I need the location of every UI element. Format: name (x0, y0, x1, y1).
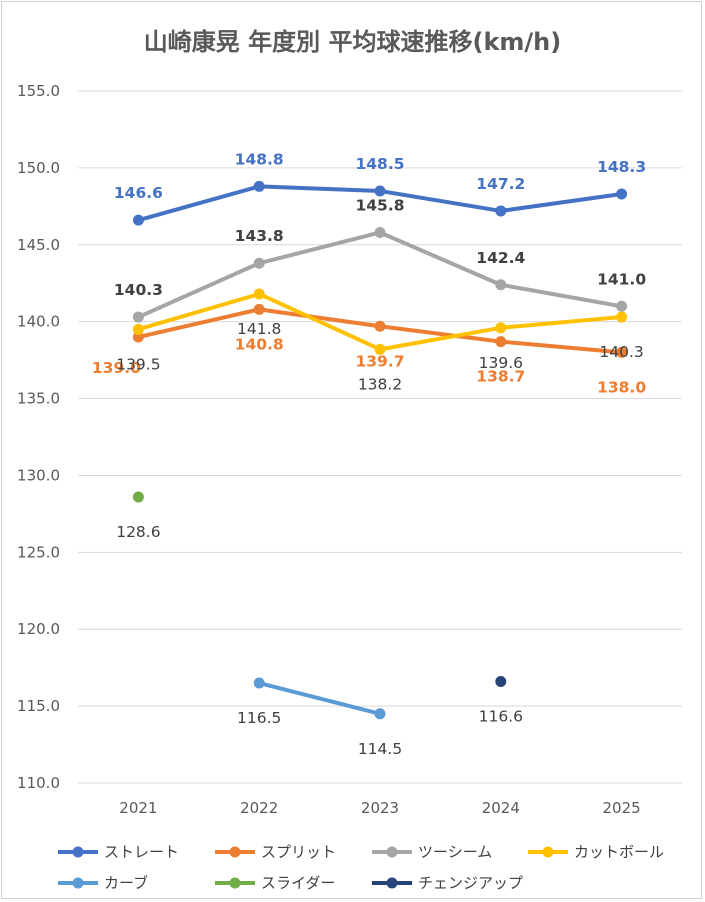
y-tick-label: 115.0 (17, 697, 60, 715)
data-label: 148.3 (597, 158, 646, 176)
series-line-4 (257, 681, 382, 716)
legend-label: スライダー (261, 874, 335, 892)
data-label: 128.6 (116, 523, 160, 541)
data-label: 148.5 (355, 155, 404, 173)
x-tick-label: 2021 (119, 799, 157, 817)
data-point (253, 180, 265, 192)
chart-title: 山崎康晃 年度別 平均球速推移(km/h) (143, 28, 562, 56)
x-tick-label: 2022 (240, 799, 278, 817)
legend-swatch-marker (386, 877, 398, 889)
data-point (132, 491, 144, 503)
y-tick-label: 125.0 (17, 543, 60, 561)
data-point (495, 322, 507, 334)
data-point (616, 300, 628, 312)
legend-swatch-marker (229, 877, 241, 889)
legend-label: ストレート (104, 843, 179, 861)
data-point (253, 257, 265, 269)
data-label: 141.0 (597, 270, 646, 288)
data-label: 143.8 (235, 227, 284, 245)
legend-label: カットボール (574, 843, 664, 861)
y-tick-label: 140.0 (17, 313, 60, 331)
data-label: 145.8 (355, 196, 404, 214)
data-label: 147.2 (476, 175, 525, 193)
data-label: 140.8 (235, 335, 284, 353)
y-tick-label: 150.0 (17, 159, 60, 177)
data-point (495, 676, 507, 688)
legend-swatch-marker (386, 846, 398, 858)
data-label: 148.8 (235, 150, 284, 168)
data-label: 138.7 (476, 368, 525, 386)
data-point (374, 708, 386, 720)
data-point (132, 331, 144, 343)
legend-swatch-marker (72, 877, 84, 889)
data-label: 114.5 (358, 740, 402, 758)
data-label: 146.6 (114, 184, 163, 202)
data-label: 138.0 (597, 378, 646, 396)
data-point (132, 214, 144, 226)
data-point (616, 346, 628, 358)
data-point (253, 677, 265, 689)
legend-swatch-marker (229, 846, 241, 858)
data-point (253, 288, 265, 300)
data-label: 140.3 (599, 343, 643, 361)
data-point (616, 188, 628, 200)
data-label: 141.8 (237, 320, 281, 338)
y-tick-label: 130.0 (17, 466, 60, 484)
legend-label: カーブ (104, 874, 148, 892)
data-point (374, 320, 386, 332)
legend-swatch-marker (542, 846, 554, 858)
x-tick-label: 2025 (603, 799, 641, 817)
y-tick-label: 135.0 (17, 390, 60, 408)
legend-label: スプリット (261, 843, 336, 861)
data-point (495, 205, 507, 217)
y-tick-label: 120.0 (17, 620, 60, 638)
data-point (132, 323, 144, 335)
legend-swatch-marker (72, 846, 84, 858)
y-tick-label: 110.0 (17, 774, 60, 792)
data-label: 139.0 (92, 359, 141, 377)
data-label: 138.2 (358, 375, 402, 393)
data-label: 116.5 (237, 709, 281, 727)
legend-label: ツーシーム (418, 843, 492, 861)
data-label: 139.5 (116, 355, 160, 373)
legend-label: チェンジアップ (418, 874, 523, 892)
data-label: 139.6 (479, 354, 523, 372)
data-label: 139.7 (355, 352, 404, 370)
data-point (374, 226, 386, 238)
y-tick-label: 155.0 (17, 82, 60, 100)
data-label: 116.6 (479, 708, 523, 726)
data-point (374, 343, 386, 355)
data-point (616, 311, 628, 323)
x-tick-label: 2024 (482, 799, 520, 817)
y-tick-label: 145.0 (17, 236, 60, 254)
data-point (253, 303, 265, 315)
data-label: 142.4 (476, 249, 525, 267)
data-point (374, 185, 386, 197)
data-point (495, 279, 507, 291)
data-point (495, 336, 507, 348)
x-tick-label: 2023 (361, 799, 399, 817)
data-label: 140.3 (114, 281, 163, 299)
data-point (132, 311, 144, 323)
